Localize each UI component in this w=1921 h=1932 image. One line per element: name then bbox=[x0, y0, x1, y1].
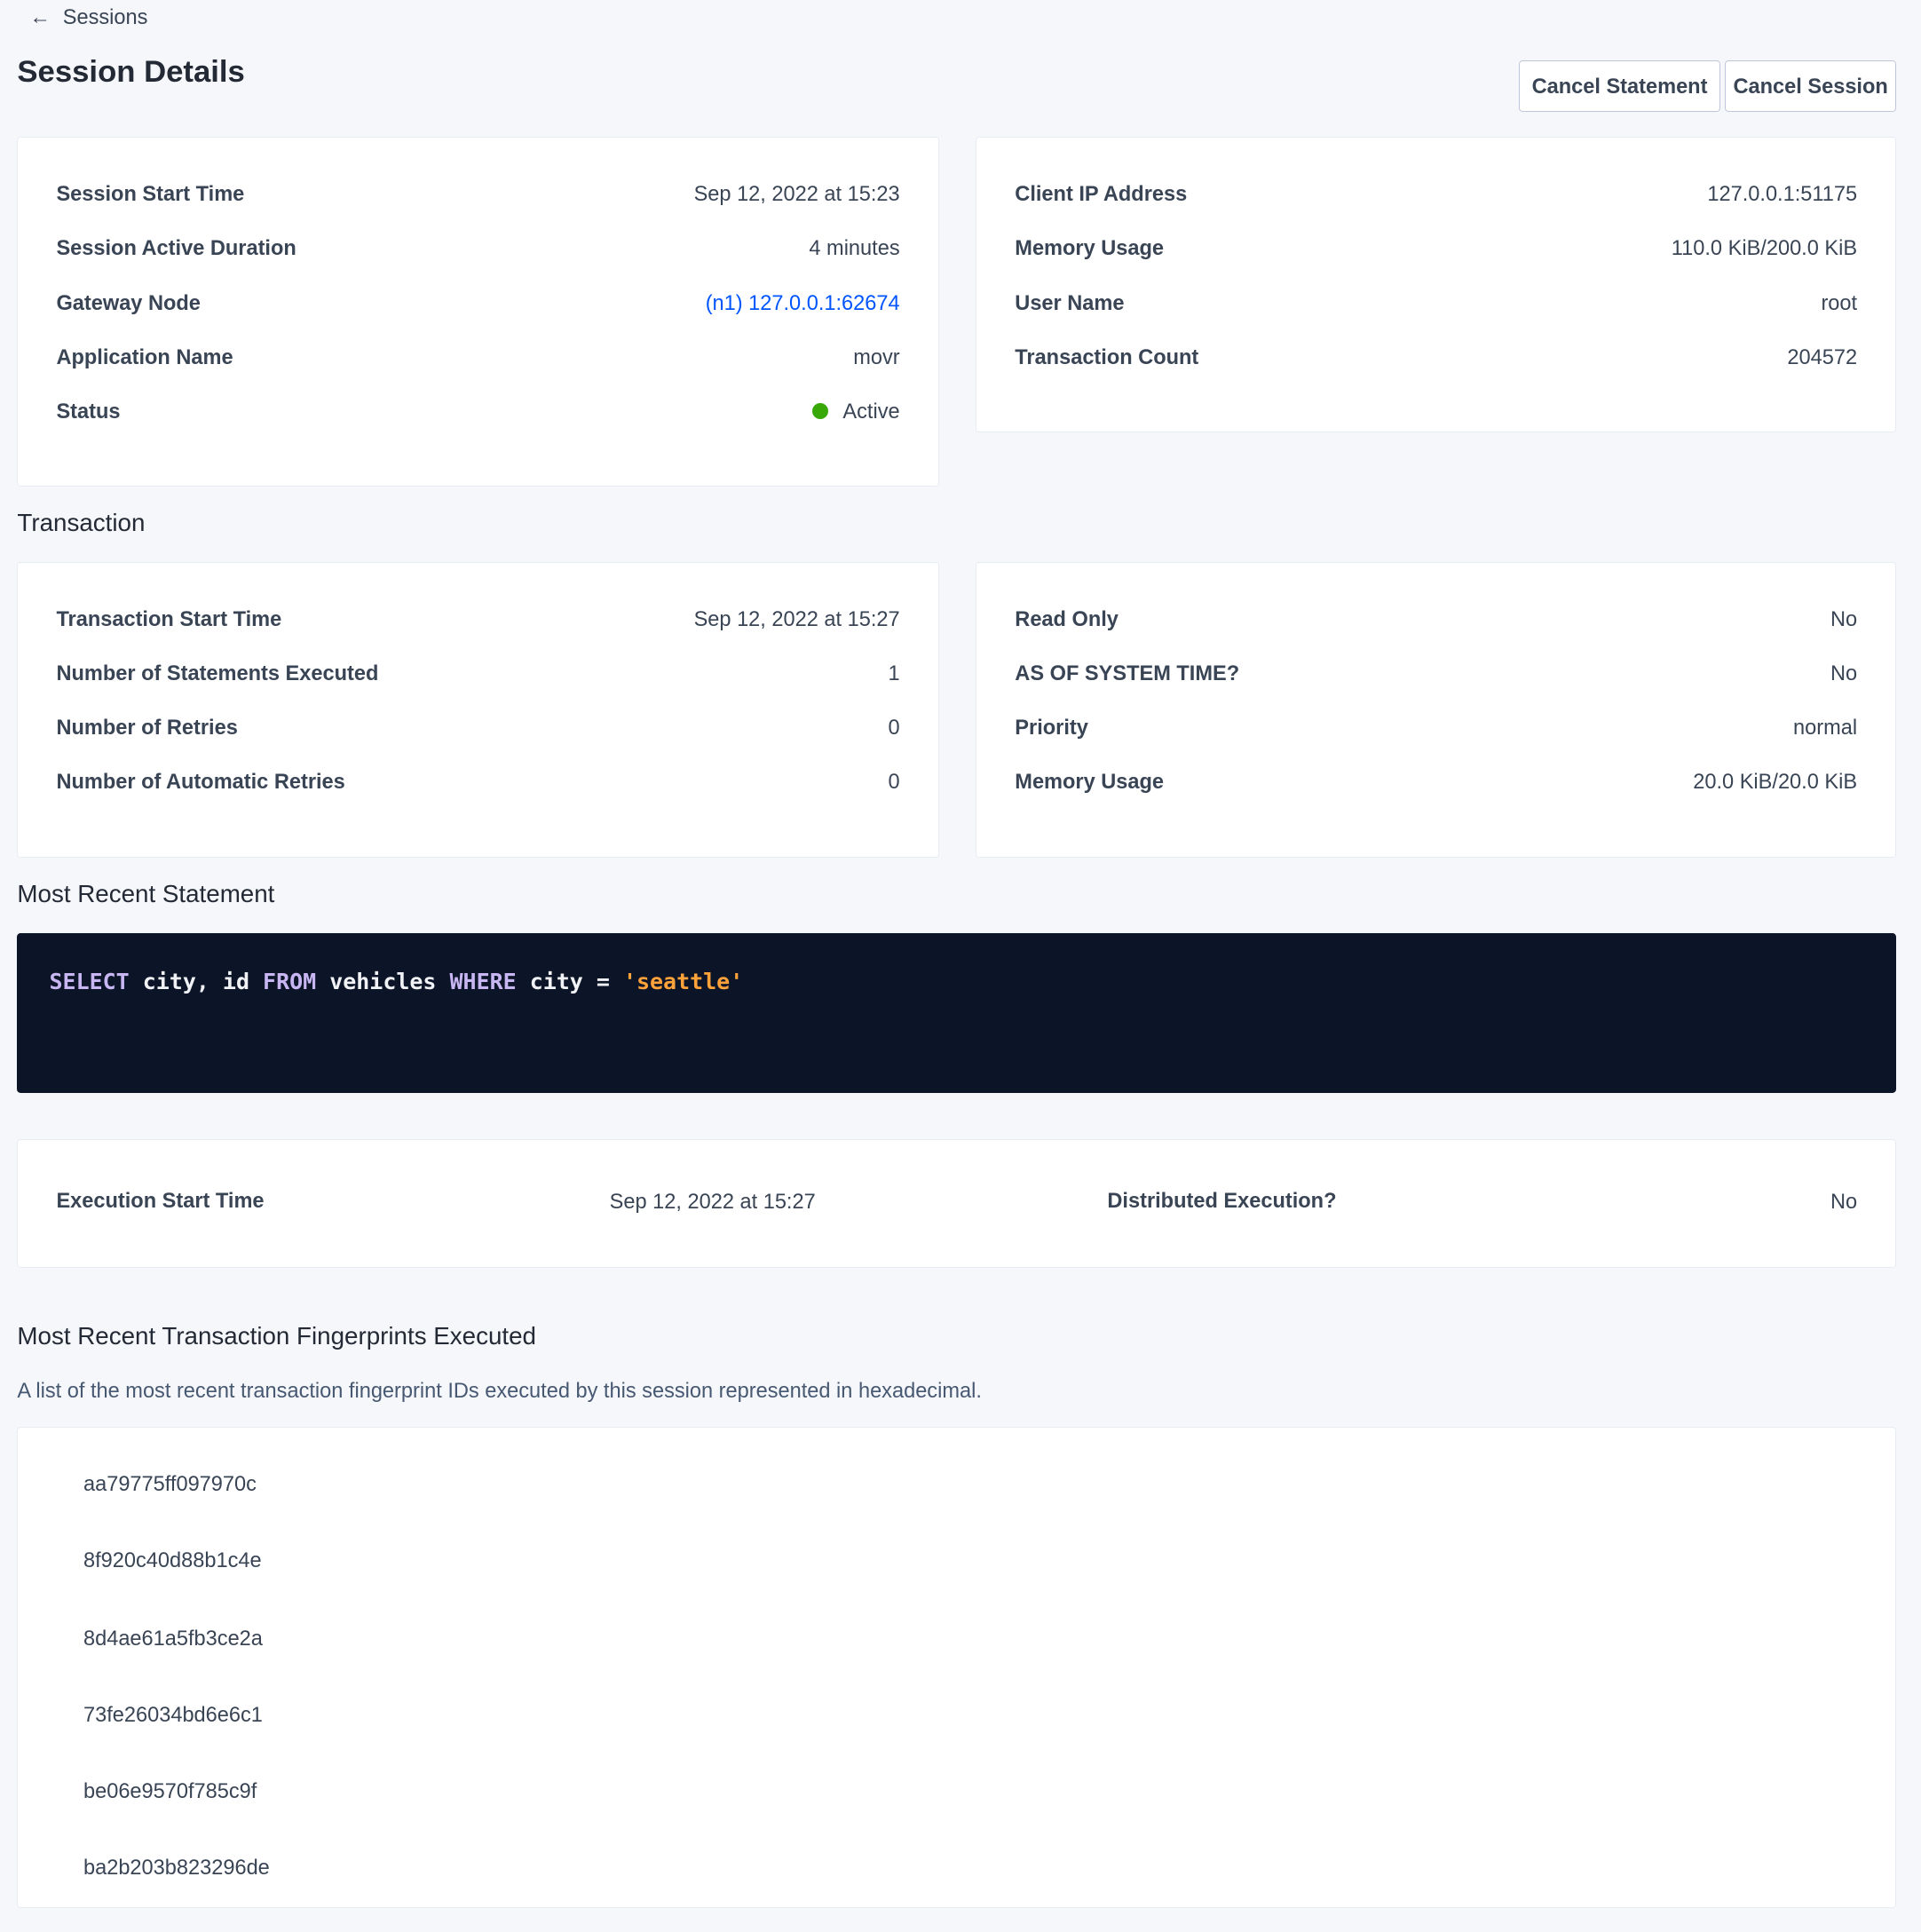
sql-text-part: vehicles bbox=[316, 968, 450, 994]
detail-label: Gateway Node bbox=[56, 290, 201, 314]
detail-row: Memory Usage 20.0 KiB/20.0 KiB bbox=[1015, 767, 1857, 796]
detail-value: 4 minutes bbox=[809, 236, 900, 260]
status-text: Active bbox=[842, 399, 900, 423]
detail-label: Memory Usage bbox=[1015, 770, 1165, 794]
sql-code-block: SELECT city, id FROM vehicles WHERE city… bbox=[17, 932, 1897, 1094]
fingerprints-list: aa79775ff097970c 8f920c40d88b1c4e 8d4ae6… bbox=[17, 1427, 1897, 1908]
fingerprint-item: aa79775ff097970c bbox=[83, 1472, 257, 1496]
sql-text-part: city, id bbox=[129, 968, 264, 994]
status-badge: Active bbox=[811, 399, 900, 424]
transaction-heading: Transaction bbox=[17, 509, 146, 537]
fingerprint-item: be06e9570f785c9f bbox=[83, 1778, 257, 1802]
detail-row: User Name root bbox=[1015, 288, 1857, 317]
detail-value: 0 bbox=[888, 770, 900, 794]
detail-label: Transaction Count bbox=[1015, 344, 1199, 368]
detail-label: Memory Usage bbox=[1015, 236, 1165, 260]
detail-label: Number of Statements Executed bbox=[56, 661, 379, 685]
sql-string: 'seattle' bbox=[622, 968, 744, 994]
detail-row: Transaction Start Time Sep 12, 2022 at 15… bbox=[56, 605, 899, 634]
fingerprint-item: 8f920c40d88b1c4e bbox=[83, 1548, 262, 1572]
sql-text-part: city = bbox=[516, 968, 623, 994]
detail-value: root bbox=[1821, 290, 1858, 314]
transaction-props-card: Read Only No AS OF SYSTEM TIME? No Priorit… bbox=[976, 561, 1897, 859]
status-dot-icon bbox=[811, 403, 828, 420]
distributed-label: Distributed Execution? bbox=[1107, 1189, 1337, 1213]
detail-label: AS OF SYSTEM TIME? bbox=[1015, 661, 1240, 685]
statement-heading: Most Recent Statement bbox=[17, 880, 275, 908]
page-title: Session Details bbox=[17, 55, 245, 90]
execution-card: Execution Start Time Sep 12, 2022 at 15:… bbox=[17, 1138, 1897, 1269]
detail-row: Client IP Address 127.0.0.1:51175 bbox=[1015, 179, 1857, 209]
detail-value: 0 bbox=[888, 716, 900, 740]
detail-label: Application Name bbox=[56, 344, 233, 368]
detail-row: AS OF SYSTEM TIME? No bbox=[1015, 659, 1857, 688]
detail-row: Session Active Duration 4 minutes bbox=[56, 234, 899, 263]
detail-value: Sep 12, 2022 at 15:27 bbox=[693, 607, 900, 631]
arrow-left-icon: ← bbox=[29, 4, 51, 28]
session-client-card: Client IP Address 127.0.0.1:51175 Memory … bbox=[976, 137, 1897, 433]
detail-label: Read Only bbox=[1015, 607, 1119, 631]
detail-row: Number of Retries 0 bbox=[56, 713, 899, 742]
detail-row: Application Name movr bbox=[56, 342, 899, 371]
transaction-card: Transaction Start Time Sep 12, 2022 at 15… bbox=[17, 561, 939, 859]
detail-row: Number of Automatic Retries 0 bbox=[56, 767, 899, 796]
detail-row: Transaction Count 204572 bbox=[1015, 342, 1857, 371]
detail-row: Read Only No bbox=[1015, 605, 1857, 634]
detail-label: Client IP Address bbox=[1015, 182, 1188, 206]
detail-label: Status bbox=[56, 399, 121, 423]
detail-label: User Name bbox=[1015, 290, 1125, 314]
detail-label: Number of Automatic Retries bbox=[56, 770, 345, 794]
detail-value: 110.0 KiB/200.0 KiB bbox=[1671, 236, 1858, 260]
detail-row: Memory Usage 110.0 KiB/200.0 KiB bbox=[1015, 234, 1857, 263]
detail-row: Priority normal bbox=[1015, 713, 1857, 742]
detail-label: Transaction Start Time bbox=[56, 607, 282, 631]
session-info-card: Session Start Time Sep 12, 2022 at 15:23 … bbox=[17, 137, 939, 487]
detail-row: Number of Statements Executed 1 bbox=[56, 659, 899, 688]
exec-start-label: Execution Start Time bbox=[56, 1189, 265, 1213]
sql-text: SELECT city, id FROM vehicles WHERE city… bbox=[50, 969, 744, 994]
detail-value: No bbox=[1830, 661, 1858, 685]
sql-keyword: SELECT bbox=[49, 968, 130, 994]
detail-value: movr bbox=[853, 344, 900, 368]
detail-label: Number of Retries bbox=[56, 716, 238, 740]
cancel-session-button[interactable]: Cancel Session bbox=[1725, 60, 1897, 113]
fingerprint-item: 73fe26034bd6e6c1 bbox=[83, 1702, 263, 1726]
gateway-node-link[interactable]: (n1) 127.0.0.1:62674 bbox=[705, 290, 900, 314]
fingerprint-item: ba2b203b823296de bbox=[83, 1855, 270, 1879]
fingerprints-heading: Most Recent Transaction Fingerprints Exe… bbox=[17, 1322, 536, 1350]
detail-label: Session Start Time bbox=[56, 182, 245, 206]
detail-value: Sep 12, 2022 at 15:23 bbox=[693, 182, 900, 206]
detail-value: 1 bbox=[888, 661, 900, 685]
detail-row: Status Active bbox=[56, 397, 899, 426]
exec-start-value: Sep 12, 2022 at 15:27 bbox=[609, 1190, 816, 1214]
sql-keyword: FROM bbox=[263, 968, 317, 994]
detail-value: No bbox=[1830, 607, 1858, 631]
detail-row: Gateway Node (n1) 127.0.0.1:62674 bbox=[56, 288, 899, 317]
detail-value: 20.0 KiB/20.0 KiB bbox=[1693, 770, 1858, 794]
cancel-statement-button[interactable]: Cancel Statement bbox=[1519, 60, 1720, 113]
fingerprints-description: A list of the most recent transaction fi… bbox=[17, 1379, 982, 1403]
fingerprint-item: 8d4ae61a5fb3ce2a bbox=[83, 1626, 263, 1650]
distributed-value: No bbox=[1830, 1190, 1858, 1214]
breadcrumb-label: Sessions bbox=[62, 4, 148, 28]
breadcrumb-back-link[interactable]: ← Sessions bbox=[29, 5, 147, 29]
detail-value: 127.0.0.1:51175 bbox=[1707, 182, 1858, 206]
detail-value: 204572 bbox=[1787, 344, 1858, 368]
detail-label: Session Active Duration bbox=[56, 236, 296, 260]
detail-label: Priority bbox=[1015, 716, 1088, 740]
detail-value: normal bbox=[1793, 716, 1858, 740]
detail-row: Session Start Time Sep 12, 2022 at 15:23 bbox=[56, 179, 899, 209]
sql-keyword: WHERE bbox=[449, 968, 517, 994]
